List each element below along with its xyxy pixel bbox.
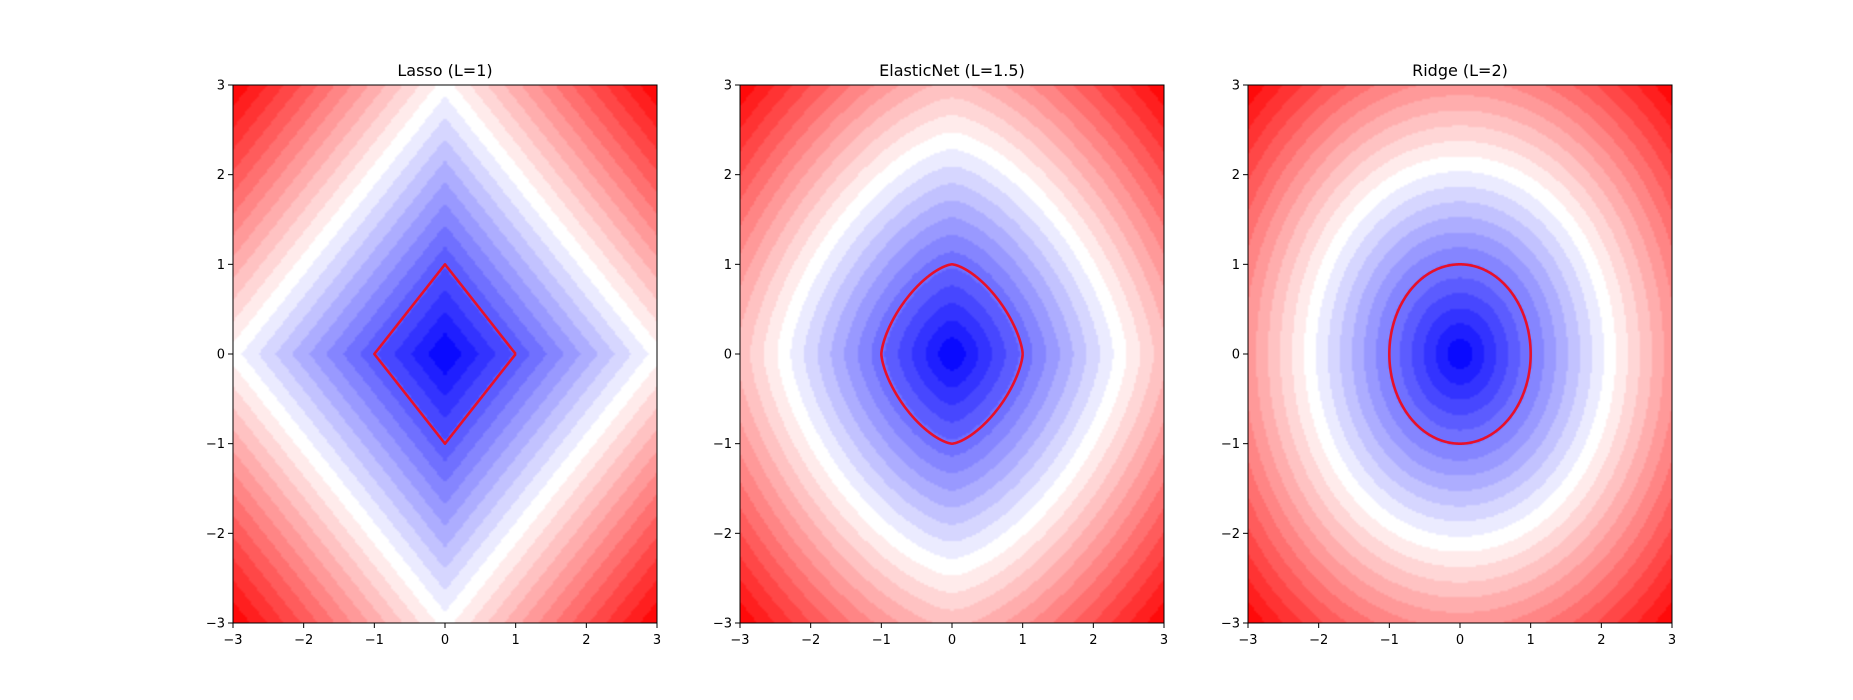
- unit-ball-contour: [373, 263, 517, 445]
- y-tick-label: 1: [724, 258, 732, 273]
- y-tick-label: 1: [1232, 258, 1240, 273]
- x-tick-label: 2: [1089, 633, 1097, 648]
- x-tick-label: 0: [1456, 633, 1464, 648]
- y-tick-label: −2: [713, 527, 732, 542]
- panel-2: −3 −2 −1 0 1 2 3 −3 −2 −1 0 1 2 3 ElasticNet (L=1.5): [713, 61, 1168, 648]
- y-tick-label: 2: [217, 168, 225, 183]
- panels: −3 −2 −1 0 1 2 3 −3 −2 −1 0 1 2 3 Lasso (L=1) −3 −2 −1 0 1 2…: [206, 61, 1676, 648]
- x-tick-label: 3: [1160, 633, 1168, 648]
- x-tick-label: −2: [801, 633, 820, 648]
- y-tick-label: 2: [724, 168, 732, 183]
- x-tick-label: −3: [1238, 633, 1257, 648]
- y-tick-label: 3: [1232, 79, 1240, 94]
- panel-title: Ridge (L=2): [1412, 61, 1508, 80]
- x-tick-label: 0: [441, 633, 449, 648]
- y-tick-label: 0: [1232, 348, 1240, 363]
- x-tick-label: −3: [730, 633, 749, 648]
- y-tick-label: −2: [1221, 527, 1240, 542]
- x-tick-label: −1: [1380, 633, 1399, 648]
- x-tick-label: 1: [512, 633, 520, 648]
- y-tick-label: 0: [217, 348, 225, 363]
- panel-title: ElasticNet (L=1.5): [879, 61, 1025, 80]
- y-tick-label: 3: [724, 79, 732, 94]
- y-tick-label: −1: [713, 437, 732, 452]
- x-tick-label: 1: [1019, 633, 1027, 648]
- contour-field: [740, 85, 1164, 623]
- x-tick-label: 3: [1668, 633, 1676, 648]
- y-tick-label: −3: [206, 617, 225, 632]
- y-tick-label: −3: [713, 617, 732, 632]
- y-tick-label: 3: [217, 79, 225, 94]
- x-tick-label: 1: [1527, 633, 1535, 648]
- y-tick-label: −3: [1221, 617, 1240, 632]
- y-tick-label: −1: [206, 437, 225, 452]
- y-tick-label: −2: [206, 527, 225, 542]
- x-tick-label: 0: [948, 633, 956, 648]
- unit-ball-contour: [880, 263, 1024, 445]
- unit-ball-contour: [1388, 263, 1532, 445]
- x-tick-label: −2: [1309, 633, 1328, 648]
- contour-field: [233, 85, 657, 623]
- y-tick-label: 1: [217, 258, 225, 273]
- panel-title: Lasso (L=1): [397, 61, 492, 80]
- panel-1: −3 −2 −1 0 1 2 3 −3 −2 −1 0 1 2 3 Lasso (L=1): [206, 61, 661, 648]
- x-tick-label: 3: [653, 633, 661, 648]
- contour-field: [1248, 85, 1672, 623]
- y-tick-label: 2: [1232, 168, 1240, 183]
- x-tick-label: 2: [1597, 633, 1605, 648]
- x-tick-label: −1: [872, 633, 891, 648]
- x-tick-label: −1: [365, 633, 384, 648]
- x-tick-label: 2: [582, 633, 590, 648]
- y-tick-label: −1: [1221, 437, 1240, 452]
- y-tick-label: 0: [724, 348, 732, 363]
- x-tick-label: −2: [294, 633, 313, 648]
- panel-3: −3 −2 −1 0 1 2 3 −3 −2 −1 0 1 2 3 Ridge (L=2): [1221, 61, 1676, 648]
- x-tick-label: −3: [223, 633, 242, 648]
